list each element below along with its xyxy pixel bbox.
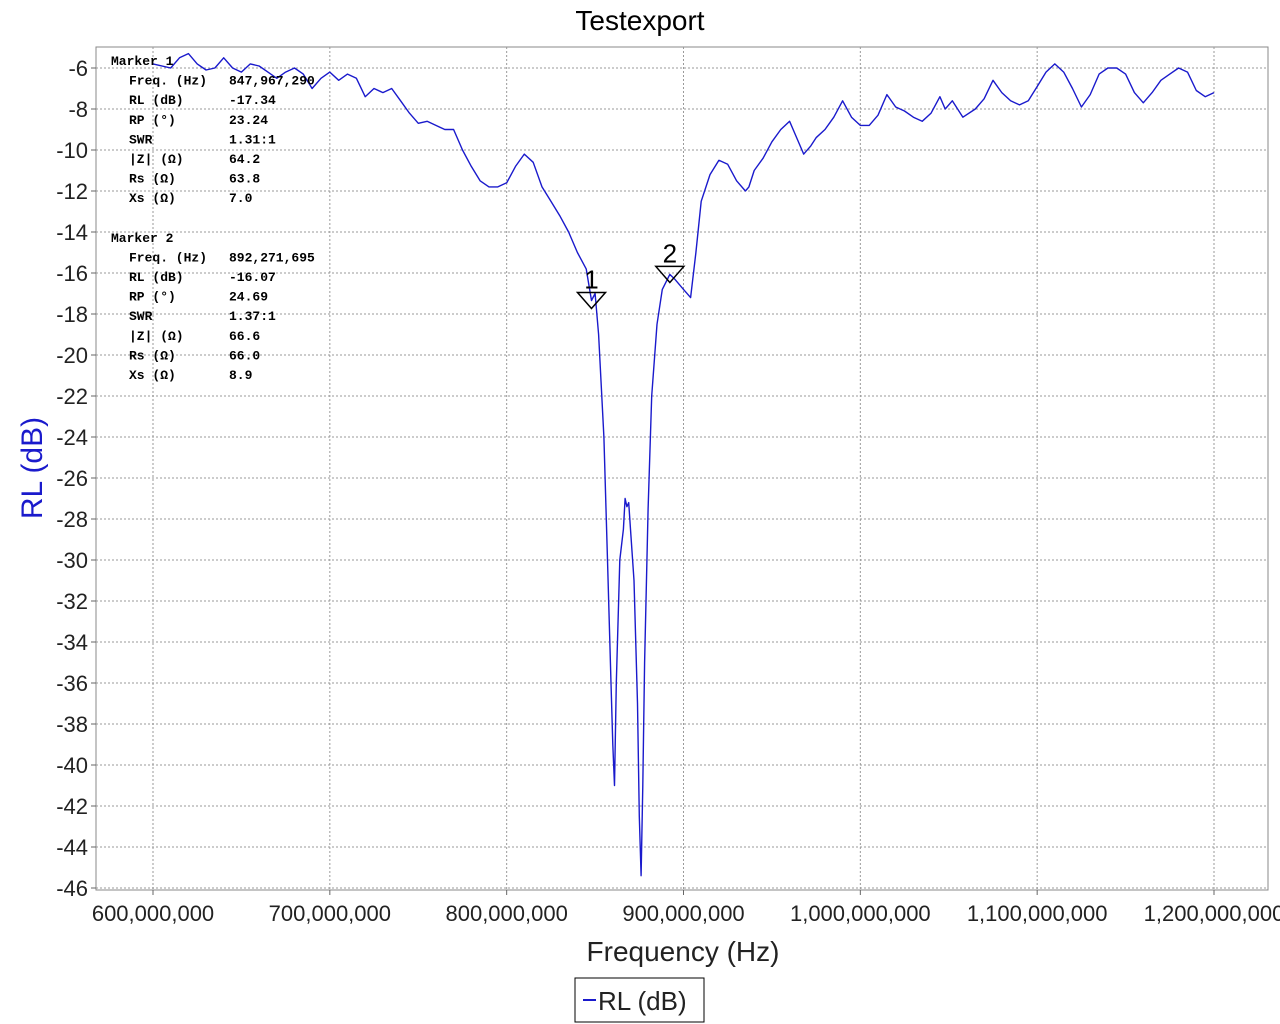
- marker-readout-panel: Marker 1 Freq. (Hz) 847,967,290 RL (dB) -17.…: [111, 54, 315, 383]
- marker-1-triangle: [575, 291, 608, 310]
- marker-panel-field-name: RP (°): [129, 113, 176, 128]
- y-tick-label: -6: [68, 56, 88, 81]
- marker-panel-field-value: 7.0: [229, 191, 253, 206]
- marker-panel-field-name: Xs (Ω): [129, 368, 176, 383]
- x-axis-ticks: 600,000,000 700,000,000 800,000,000 900,000…: [92, 890, 1280, 926]
- grid-lines: [96, 47, 1268, 890]
- y-tick-label: -30: [56, 548, 88, 573]
- marker-panel-field-value: 892,271,695: [229, 250, 315, 265]
- x-tick-label: 800,000,000: [445, 901, 567, 926]
- y-tick-label: -36: [56, 671, 88, 696]
- x-tick-label: 1,200,000,000: [1144, 901, 1280, 926]
- y-tick-label: -18: [56, 302, 88, 327]
- y-tick-label: -20: [56, 343, 88, 368]
- marker-symbols: 12: [575, 238, 686, 310]
- marker-panel-field-value: 1.31:1: [229, 132, 276, 147]
- marker-panel-field-value: 66.6: [229, 329, 260, 344]
- marker-panel-field-value: 8.9: [229, 368, 253, 383]
- y-tick-label: -12: [56, 179, 88, 204]
- marker-panel-field-name: |Z| (Ω): [129, 329, 184, 344]
- legend: RL (dB): [574, 977, 705, 1023]
- x-tick-label: 1,100,000,000: [967, 901, 1108, 926]
- marker-panel-field-name: Rs (Ω): [129, 172, 176, 187]
- marker-panel-field-value: -17.34: [229, 93, 276, 108]
- y-tick-label: -32: [56, 589, 88, 614]
- marker-panel-field-name: Rs (Ω): [129, 348, 176, 363]
- y-tick-label: -8: [68, 97, 88, 122]
- marker-panel-field-name: SWR: [129, 309, 153, 324]
- marker-panel-header: Marker 2: [111, 231, 174, 246]
- series-line-rl: [152, 52, 1215, 877]
- marker-panel-field-value: 23.24: [229, 113, 268, 128]
- plot-area: [95, 46, 1269, 891]
- chart-title: Testexport: [575, 5, 704, 36]
- marker-panel-field-value: 63.8: [229, 172, 260, 187]
- y-tick-label: -26: [56, 466, 88, 491]
- y-tick-label: -22: [56, 384, 88, 409]
- marker-1-label: 1: [584, 264, 598, 294]
- y-tick-label: -42: [56, 794, 88, 819]
- x-axis-label: Frequency (Hz): [587, 936, 780, 967]
- y-tick-label: -28: [56, 507, 88, 532]
- marker-panel-field-value: -16.07: [229, 270, 276, 285]
- y-axis-ticks: -6 -8 -10 -12 -14 -16 -18 -20 -22 -24 -26 -28 -30 -32…: [56, 56, 96, 901]
- marker-panel-field-name: SWR: [129, 132, 153, 147]
- legend-box: [574, 977, 705, 1023]
- marker-panel-field-value: 64.2: [229, 152, 260, 167]
- marker-panel-field-value: 1.37:1: [229, 309, 276, 324]
- marker-panel-field-value: 66.0: [229, 348, 260, 363]
- y-tick-label: -16: [56, 261, 88, 286]
- marker-panel-field-name: Freq. (Hz): [129, 74, 207, 89]
- marker-panel-field-name: Xs (Ω): [129, 191, 176, 206]
- y-tick-label: -14: [56, 220, 88, 245]
- y-tick-label: -38: [56, 712, 88, 737]
- marker-panel-field-name: RL (dB): [129, 93, 184, 108]
- y-tick-label: -24: [56, 425, 88, 450]
- y-tick-label: -34: [56, 630, 88, 655]
- marker-panel-field-name: Freq. (Hz): [129, 250, 207, 265]
- x-tick-label: 700,000,000: [269, 901, 391, 926]
- marker-2-triangle: [654, 265, 686, 284]
- x-tick-label: 600,000,000: [92, 901, 214, 926]
- marker-panel-field-value: 847,967,290: [229, 74, 315, 89]
- legend-label: RL (dB): [598, 986, 687, 1016]
- y-tick-label: -10: [56, 138, 88, 163]
- x-tick-label: 900,000,000: [622, 901, 744, 926]
- marker-2-label: 2: [663, 238, 677, 268]
- marker-panel-field-name: RP (°): [129, 290, 176, 305]
- marker-panel-field-name: RL (dB): [129, 270, 184, 285]
- y-tick-label: -46: [56, 876, 88, 901]
- y-tick-label: -40: [56, 753, 88, 778]
- x-tick-label: 1,000,000,000: [790, 901, 931, 926]
- marker-panel-header: Marker 1: [111, 54, 174, 69]
- marker-panel-field-value: 24.69: [229, 290, 268, 305]
- marker-panel-field-name: |Z| (Ω): [129, 152, 184, 167]
- y-axis-label: RL (dB): [16, 417, 49, 519]
- y-tick-label: -44: [56, 835, 88, 860]
